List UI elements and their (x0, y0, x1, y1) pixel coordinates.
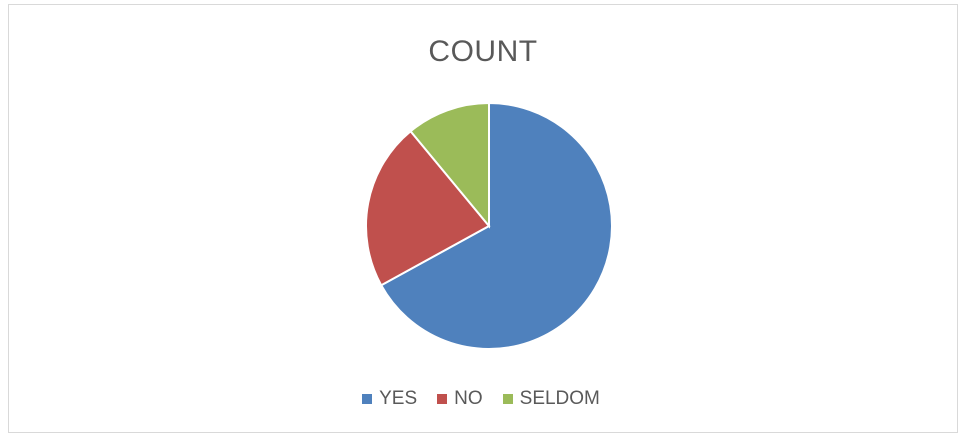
pie-slice-yes (379, 101, 613, 350)
chart-legend: YES NO SELDOM (0, 388, 962, 410)
pie-slice-no (365, 129, 491, 287)
legend-swatch (502, 394, 513, 404)
pie-slice-seldom (409, 101, 490, 229)
legend-label: SELDOM (519, 388, 600, 409)
legend-item-yes: YES (362, 388, 417, 410)
legend-label: YES (379, 388, 418, 409)
legend-label: NO (454, 388, 483, 409)
legend-item-no: NO (437, 388, 483, 410)
legend-swatch (437, 394, 448, 404)
chart-title: COUNT (428, 35, 538, 68)
legend-swatch (362, 394, 373, 404)
legend-item-seldom: SELDOM (502, 388, 600, 410)
